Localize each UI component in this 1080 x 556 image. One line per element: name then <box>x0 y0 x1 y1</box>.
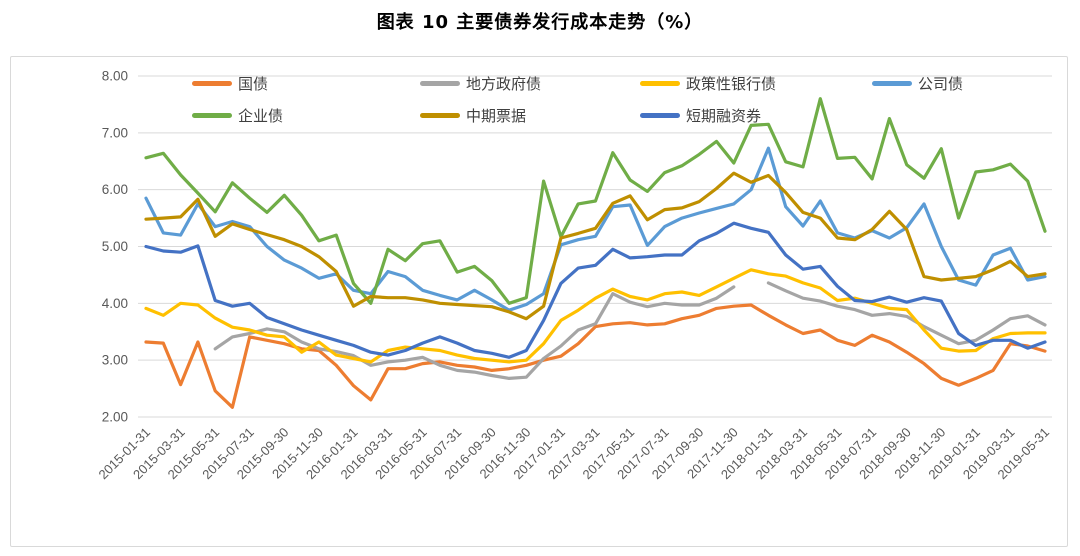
legend-label-policy-bank-bonds: 政策性银行债 <box>686 75 777 93</box>
legend-item-treasury-bonds: 国债 <box>192 74 269 93</box>
legend-item-local-government-bonds: 地方政府债 <box>420 74 542 93</box>
chart-figure <box>10 56 1068 547</box>
y-tick-label: 7.00 <box>102 125 128 140</box>
legend-swatch-short-term-financing-bills <box>640 112 680 118</box>
legend-item-medium-term-notes: 中期票据 <box>420 106 527 125</box>
legend-item-enterprise-bonds: 企业债 <box>192 106 284 125</box>
series-line-enterprise-bonds <box>144 97 1047 305</box>
series-line-treasury-bonds <box>144 303 1047 409</box>
series-line-local-government-bonds <box>213 281 1047 380</box>
legend-swatch-enterprise-bonds <box>192 112 232 118</box>
legend-swatch-medium-term-notes <box>420 112 460 118</box>
legend-label-short-term-financing-bills: 短期融资券 <box>686 107 762 125</box>
y-axis-labels: 2.00 3.00 4.00 5.00 6.00 7.00 8.00 <box>102 69 128 425</box>
series-line-corporate-bonds <box>144 146 1047 312</box>
legend-item-short-term-financing-bills: 短期融资券 <box>640 106 762 125</box>
series-line-short-term-financing-bills <box>144 221 1047 359</box>
series-line-medium-term-notes <box>144 171 1047 321</box>
chart-title: 图表 10 主要债券发行成本走势（%） <box>376 12 704 33</box>
y-tick-label: 5.00 <box>102 239 128 254</box>
legend-label-enterprise-bonds: 企业债 <box>238 107 284 125</box>
series-line-policy-bank-bonds <box>144 268 1047 364</box>
legend-swatch-corporate-bonds <box>872 80 912 86</box>
legend-swatch-policy-bank-bonds <box>640 80 680 86</box>
y-tick-label: 2.00 <box>102 410 128 425</box>
y-tick-label: 3.00 <box>102 353 128 368</box>
y-tick-label: 8.00 <box>102 69 128 84</box>
gridlines <box>138 75 1052 418</box>
x-axis-labels: 2015-01-312015-03-312015-05-312015-07-31… <box>95 425 1052 483</box>
legend-item-corporate-bonds: 公司债 <box>872 74 964 93</box>
legend-label-corporate-bonds: 公司债 <box>918 75 964 93</box>
legend-item-policy-bank-bonds: 政策性银行债 <box>640 74 777 93</box>
legend-label-medium-term-notes: 中期票据 <box>466 107 527 125</box>
y-tick-label: 4.00 <box>102 296 128 311</box>
legend-swatch-local-government-bonds <box>420 80 460 86</box>
legend-label-local-government-bonds: 地方政府债 <box>466 75 542 93</box>
legend-swatch-treasury-bonds <box>192 80 232 86</box>
legend-label-treasury-bonds: 国债 <box>238 75 269 93</box>
y-tick-label: 6.00 <box>102 182 128 197</box>
